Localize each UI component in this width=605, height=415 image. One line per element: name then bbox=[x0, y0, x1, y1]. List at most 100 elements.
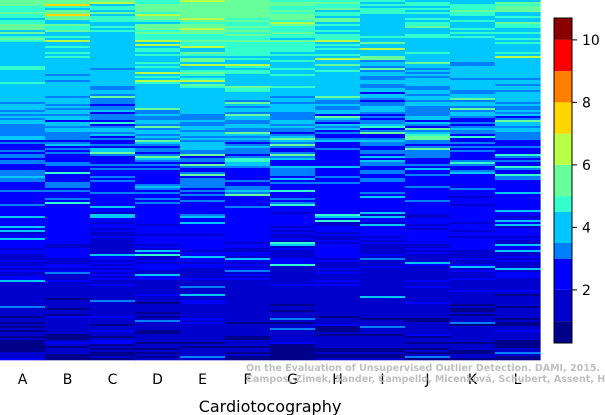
heatmap-cell bbox=[495, 126, 541, 129]
heatmap-cell bbox=[45, 242, 91, 245]
heatmap-cell bbox=[315, 210, 361, 213]
heatmap-cell bbox=[45, 38, 91, 41]
heatmap-cell bbox=[180, 116, 226, 119]
heatmap-cell bbox=[405, 212, 451, 215]
heatmap-cell bbox=[90, 266, 136, 269]
heatmap-cell bbox=[225, 272, 271, 275]
heatmap-cell bbox=[450, 40, 496, 43]
heatmap-cell bbox=[225, 144, 271, 147]
colorbar-tick-label: 4 bbox=[582, 220, 591, 236]
heatmap-cell bbox=[180, 118, 226, 121]
heatmap-cell bbox=[225, 234, 271, 237]
heatmap-cell bbox=[495, 280, 541, 283]
heatmap-cell bbox=[495, 90, 541, 93]
heatmap-cell bbox=[45, 232, 91, 235]
x-tick-label-A: A bbox=[18, 372, 28, 388]
heatmap-cell bbox=[495, 112, 541, 115]
heatmap-column-I bbox=[360, 0, 406, 361]
heatmap-cell bbox=[90, 30, 136, 33]
heatmap-cell bbox=[225, 302, 271, 305]
heatmap-cell bbox=[135, 282, 181, 285]
heatmap-cell bbox=[495, 200, 541, 203]
heatmap-cell bbox=[0, 204, 46, 207]
heatmap-cell bbox=[405, 246, 451, 249]
heatmap-cell bbox=[180, 68, 226, 71]
heatmap-cell bbox=[45, 174, 91, 177]
heatmap-cell bbox=[450, 286, 496, 289]
heatmap-cell bbox=[225, 212, 271, 215]
heatmap-cell bbox=[270, 220, 316, 223]
heatmap-cell bbox=[270, 258, 316, 261]
heatmap-cell bbox=[180, 52, 226, 55]
heatmap-cell bbox=[90, 70, 136, 73]
heatmap-cell bbox=[450, 102, 496, 105]
heatmap-cell bbox=[315, 144, 361, 147]
heatmap-cell bbox=[45, 110, 91, 113]
heatmap-cell bbox=[315, 268, 361, 271]
heatmap-cell bbox=[180, 296, 226, 299]
heatmap-cell bbox=[225, 306, 271, 309]
heatmap-cell bbox=[90, 44, 136, 47]
heatmap-cell bbox=[180, 272, 226, 275]
heatmap-cell bbox=[0, 98, 46, 101]
heatmap-cell bbox=[0, 266, 46, 269]
heatmap-cell bbox=[0, 20, 46, 23]
heatmap-cell bbox=[225, 50, 271, 53]
heatmap-cell bbox=[90, 102, 136, 105]
heatmap-cell bbox=[270, 146, 316, 149]
heatmap-cell bbox=[180, 76, 226, 79]
heatmap-cell bbox=[450, 356, 496, 359]
heatmap-cell bbox=[405, 174, 451, 177]
heatmap-cell bbox=[0, 124, 46, 127]
heatmap-cell bbox=[360, 76, 406, 79]
heatmap-cell bbox=[0, 64, 46, 67]
heatmap-cell bbox=[180, 104, 226, 107]
heatmap-cell bbox=[360, 282, 406, 285]
heatmap-cell bbox=[45, 70, 91, 73]
heatmap-cell bbox=[225, 88, 271, 91]
heatmap-cell bbox=[135, 206, 181, 209]
heatmap-cell bbox=[90, 280, 136, 283]
heatmap-cell bbox=[180, 86, 226, 89]
heatmap-cell bbox=[225, 340, 271, 343]
heatmap-cell bbox=[315, 68, 361, 71]
heatmap-cell bbox=[0, 280, 46, 283]
heatmap-cell bbox=[315, 88, 361, 91]
heatmap-cell bbox=[0, 216, 46, 219]
heatmap-cell bbox=[135, 238, 181, 241]
heatmap-cell bbox=[135, 76, 181, 79]
heatmap-cell bbox=[495, 288, 541, 291]
heatmap-cell bbox=[360, 58, 406, 61]
heatmap-cell bbox=[45, 10, 91, 13]
heatmap-cell bbox=[45, 144, 91, 147]
heatmap-cell bbox=[45, 134, 91, 137]
heatmap-cell bbox=[315, 260, 361, 263]
heatmap-cell bbox=[270, 98, 316, 101]
heatmap-cell bbox=[495, 296, 541, 299]
heatmap-cell bbox=[315, 46, 361, 49]
heatmap-cell bbox=[315, 110, 361, 113]
heatmap-cell bbox=[360, 182, 406, 185]
heatmap-cell bbox=[0, 44, 46, 47]
heatmap-cell bbox=[90, 354, 136, 357]
colorbar-segment-8 bbox=[554, 102, 572, 134]
heatmap-cell bbox=[180, 250, 226, 253]
heatmap-cell bbox=[360, 154, 406, 157]
heatmap-cell bbox=[180, 126, 226, 129]
heatmap-cell bbox=[495, 40, 541, 43]
heatmap-cell bbox=[315, 50, 361, 53]
heatmap-cell bbox=[495, 184, 541, 187]
heatmap-cell bbox=[0, 56, 46, 59]
heatmap-cell bbox=[315, 180, 361, 183]
heatmap-cell bbox=[450, 292, 496, 295]
heatmap-cell bbox=[495, 300, 541, 303]
heatmap-cell bbox=[315, 16, 361, 19]
heatmap-cell bbox=[45, 150, 91, 153]
heatmap-cell bbox=[270, 270, 316, 273]
heatmap-cell bbox=[225, 314, 271, 317]
heatmap-cell bbox=[180, 84, 226, 87]
heatmap-cell bbox=[315, 290, 361, 293]
heatmap-cell bbox=[225, 100, 271, 103]
heatmap-cell bbox=[360, 88, 406, 91]
heatmap-cell bbox=[450, 288, 496, 291]
